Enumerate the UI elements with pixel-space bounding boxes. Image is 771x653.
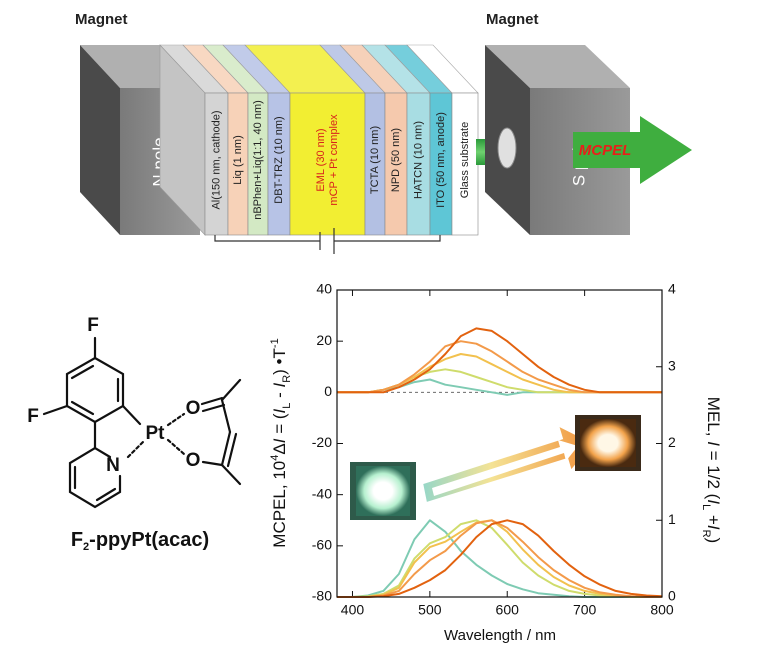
label-part: Δ (270, 443, 289, 454)
y-axis-label: MCPEL, 104ΔI = (IL - IR) •T-1 (269, 338, 293, 547)
label-part: = 1/2 ( (704, 446, 723, 500)
name-part: -ppyPt(acac) (89, 529, 209, 551)
layer-label: Al(150 nm, cathode) (210, 110, 222, 209)
series-line (337, 519, 663, 598)
series-line (337, 519, 662, 598)
x-tick-label: 600 (496, 602, 520, 618)
label-part: I (704, 441, 723, 446)
y-tick-label: -80 (312, 588, 332, 604)
label-part: I (270, 408, 289, 413)
label-part: R (281, 375, 293, 383)
x-tick-label: 500 (418, 602, 442, 618)
label-part: = ( (270, 413, 289, 438)
series-line (337, 519, 662, 598)
x-tick-label: 400 (341, 602, 365, 618)
layer-label: DBT-TRZ (10 nm) (273, 116, 285, 203)
y2-tick-label: 0 (668, 588, 676, 604)
layer-label: Liq (1 nm) (232, 135, 244, 185)
y-tick-label: 0 (324, 383, 332, 399)
series-line (337, 519, 662, 598)
label-part: R (700, 530, 712, 538)
layer-label: EML (30 nm) (315, 128, 327, 191)
name-part: F (71, 529, 83, 551)
label-part: -1 (269, 338, 281, 348)
layer-label: nBPhen+Liq(1:1, 40 nm) (252, 100, 264, 220)
atom-label: F (27, 406, 39, 427)
label-part: I (704, 499, 723, 504)
y2-tick-label: 3 (668, 357, 676, 373)
y-tick-label: -60 (312, 537, 332, 553)
name-part: 2 (83, 541, 89, 553)
atom-label: O (186, 398, 201, 419)
inset-photos (350, 415, 641, 520)
atom-label: Pt (146, 423, 166, 444)
x-tick-label: 800 (650, 602, 674, 618)
layer-label: ITO (50 nm, anode) (435, 112, 447, 208)
layer-label: HATCN (10 nm) (412, 121, 424, 199)
magnet-label: Magnet (486, 11, 539, 28)
y2-tick-label: 2 (668, 434, 676, 450)
output-label: MCPEL (579, 142, 632, 159)
atom-label: O (186, 450, 201, 471)
molecule-name: F2-ppyPt(acac) (71, 529, 209, 553)
layer-label: NPD (50 nm) (390, 128, 402, 192)
molecule: F F Pt N O O F2-ppyPt(acac) (27, 315, 242, 553)
label-part: - (270, 388, 289, 403)
label-part: ) •T (270, 348, 289, 375)
series-line (337, 353, 662, 394)
device-stack: Al(150 nm, cathode) Liq (1 nm) nBPhen+Liq(… (159, 44, 479, 236)
layer-label: TCTA (10 nm) (369, 126, 381, 194)
x-tick-label: 700 (573, 602, 597, 618)
label-part: ) (704, 538, 723, 544)
layer (451, 92, 479, 236)
y2-axis-label: MEL, I = 1/2 (IL +IR) (700, 397, 722, 543)
label-part: L (700, 504, 712, 510)
atom-label: F (87, 315, 99, 336)
label-part: MEL, (704, 397, 723, 441)
output-arrow: MCPEL (573, 116, 692, 184)
label-part: I (270, 438, 289, 443)
label-part: MCPEL, 10 (270, 461, 289, 548)
label-part: I (704, 525, 723, 530)
layer-label: Glass substrate (459, 122, 471, 198)
y-tick-label: -20 (312, 434, 332, 450)
layer (289, 92, 366, 236)
y-tick-label: 20 (316, 332, 332, 348)
x-axis-label: Wavelength / nm (444, 627, 556, 644)
atom-label: N (106, 455, 120, 476)
label-part: + (704, 510, 723, 525)
series-line (337, 327, 662, 394)
label-part: L (281, 403, 293, 409)
circuit (214, 228, 441, 254)
label-part: I (270, 383, 289, 388)
layer-label: mCP + Pt complex (328, 114, 340, 206)
plot-frame (336, 289, 663, 598)
label-part: 4 (269, 455, 281, 461)
y-tick-label: -40 (312, 485, 332, 501)
y-tick-label: 40 (316, 281, 332, 297)
magnet-label: Magnet (75, 11, 128, 28)
series-line (337, 519, 662, 598)
y2-tick-label: 1 (668, 511, 676, 527)
y2-tick-label: 4 (668, 281, 676, 297)
